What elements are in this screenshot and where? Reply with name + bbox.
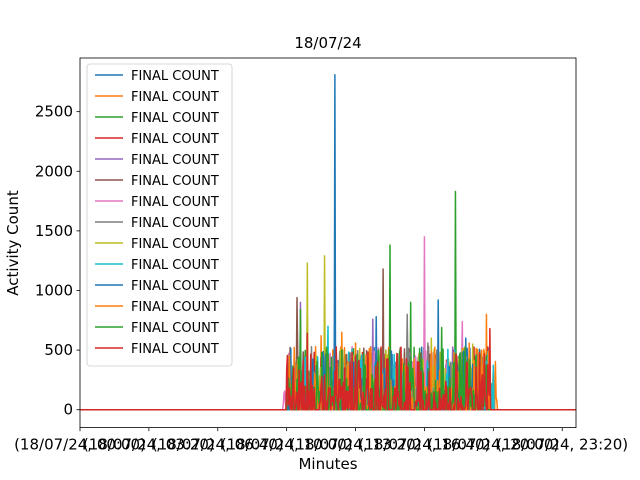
legend-entry: FINAL COUNT [131, 216, 219, 231]
y-axis: 0 500 1000 1500 2000 2500 [35, 103, 80, 419]
legend-box [86, 63, 233, 367]
y-tick-label: 500 [44, 341, 73, 359]
x-tick-label: (18/07/24, 00:00) [14, 436, 146, 454]
legend-entry: FINAL COUNT [131, 237, 219, 252]
legend-entry: FINAL COUNT [131, 69, 219, 84]
legend-entry: FINAL COUNT [131, 90, 219, 105]
x-tick-label: (18/07/24, 03:20) [83, 436, 215, 454]
y-axis-label: Activity Count [4, 190, 22, 296]
legend-entry: FINAL COUNT [131, 342, 219, 357]
y-tick-label: 2500 [35, 103, 73, 121]
y-tick-label: 1000 [35, 281, 73, 299]
legend-entry: FINAL COUNT [131, 300, 219, 315]
y-tick-label: 1500 [35, 222, 73, 240]
x-tick-label: (18/07/24, 20:00) [427, 436, 559, 454]
y-tick-label: 0 [63, 401, 73, 419]
x-tick-label: (18/07/24, 23:20) [496, 436, 628, 454]
legend-entry: FINAL COUNT [131, 195, 219, 210]
x-axis: (18/07/24, 00:00)(18/07/24, 03:20)(18/07… [14, 427, 628, 454]
axes-frame [79, 57, 577, 429]
x-tick-label: (18/07/24, 13:20) [290, 436, 422, 454]
y-tick-label: 2000 [35, 162, 73, 180]
series-line [80, 327, 576, 411]
x-axis-label: Minutes [298, 455, 357, 473]
legend-entry: FINAL COUNT [131, 258, 219, 273]
series-layer [80, 73, 576, 411]
legend-entry: FINAL COUNT [131, 321, 219, 336]
legend: FINAL COUNT FINAL COUNT FINAL COUNT FINAL C… [86, 63, 233, 367]
legend-entry: FINAL COUNT [131, 111, 219, 126]
x-tick-label: (18/07/24, 06:40) [152, 436, 284, 454]
legend-entry: FINAL COUNT [131, 153, 219, 168]
chart-title: 18/07/24 [294, 34, 361, 52]
legend-entry: FINAL COUNT [131, 132, 219, 147]
legend-entry: FINAL COUNT [131, 174, 219, 189]
x-tick-label: (18/07/24, 10:00) [221, 436, 353, 454]
legend-entry: FINAL COUNT [131, 279, 219, 294]
x-tick-label: (18/07/24, 16:40) [359, 436, 491, 454]
